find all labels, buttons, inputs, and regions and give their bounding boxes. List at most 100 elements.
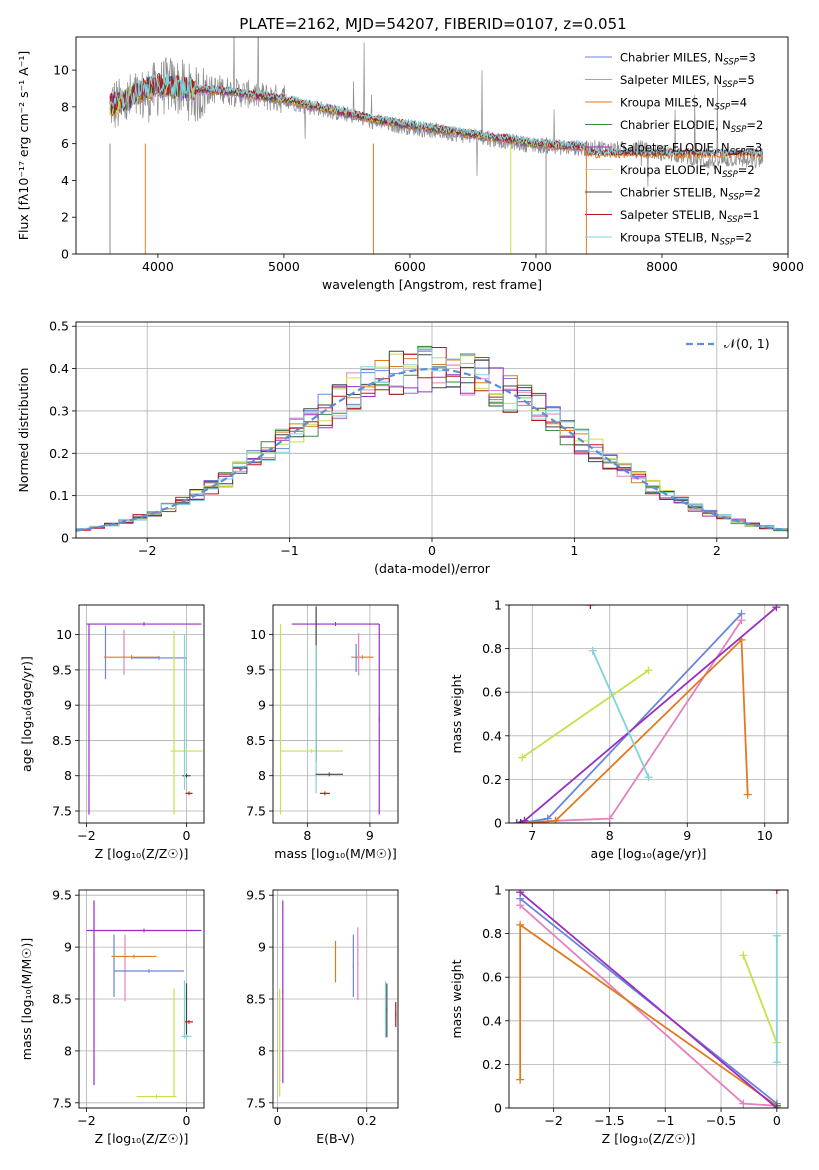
legend-label-sub: SSP [723, 58, 739, 68]
y-tick-label: 2 [61, 210, 69, 225]
legend-label-tail: =2 [738, 163, 755, 177]
weight-marker [516, 890, 525, 897]
x-tick-label: 0 [183, 828, 191, 843]
legend-label-text: Kroupa STELIB, N [620, 231, 720, 245]
y-axis-label: Normed distribution [16, 368, 31, 493]
legend-label-text: Chabrier STELIB, N [620, 186, 728, 200]
weight-marker [516, 1075, 525, 1084]
plot-area [512, 605, 781, 823]
x-tick-label: −2 [138, 543, 156, 558]
x-tick-label: −1 [280, 543, 298, 558]
y-tick-label: 9 [64, 940, 72, 955]
y-tick-label: 8 [64, 768, 72, 783]
y-tick-label: 7.5 [246, 804, 266, 819]
y-tick-label: 7.5 [52, 1095, 72, 1110]
x-axis-label: (data-model)/error [374, 561, 491, 576]
axes-frame [272, 604, 399, 824]
y-tick-label: 7.5 [52, 804, 72, 819]
y-tick-label: 6 [61, 136, 69, 151]
x-tick-label: 0.2 [357, 1113, 377, 1128]
weight-marker [516, 901, 525, 910]
legend-label: Kroupa MILES, NSSP=4 [620, 96, 747, 113]
y-tick-label: 9 [258, 940, 266, 955]
y-tick-label: 10 [56, 627, 72, 642]
x-tick-label: 9 [366, 828, 374, 843]
weight-marker [518, 753, 527, 762]
legend-label: Salpeter STELIB, NSSP=1 [620, 208, 760, 225]
x-tick-label: 9000 [772, 259, 804, 274]
weight-marker [588, 646, 597, 655]
legend-label: Salpeter ELODIE, NSSP=3 [620, 141, 762, 158]
weight-line [521, 669, 650, 759]
y-tick-label: 8.5 [246, 992, 266, 1007]
weight-marker [772, 1104, 781, 1108]
weight-marker [644, 773, 653, 782]
weight-line [520, 619, 743, 823]
legend-label-text: Kroupa MILES, N [620, 96, 715, 110]
x-tick-label: 0 [428, 543, 436, 558]
panel-mass-vs-EBV: 0 0.2 7.5 8 8.5 9 9.5 E(B-V) [246, 888, 399, 1146]
y-tick-label: 10 [53, 63, 69, 78]
x-tick-label: −2 [77, 1113, 95, 1128]
y-axis-label: Flux [fλ10⁻¹⁷ erg cm⁻² s⁻¹ A⁻¹] [16, 51, 31, 240]
weight-marker [772, 605, 781, 612]
figure-title: PLATE=2162, MJD=54207, FIBERID=0107, z=0… [239, 15, 626, 33]
x-tick-label: 6000 [394, 259, 426, 274]
weight-marker [605, 814, 614, 823]
y-tick-label: 0 [61, 531, 69, 546]
legend-label-tail: =2 [746, 118, 763, 132]
y-tick-label: 0.5 [49, 319, 69, 334]
legend-label-sub: SSP [720, 238, 736, 248]
legend-label-sub: SSP [722, 170, 738, 180]
y-axis-label: mass weight [449, 959, 464, 1038]
hist-kroupa-stelib [76, 348, 788, 530]
y-axis-label: mass weight [449, 674, 464, 753]
y-tick-label: 0.8 [482, 926, 502, 941]
y-tick-label: 7.5 [246, 1095, 266, 1110]
y-tick-label: 8 [64, 1043, 72, 1058]
weight-line [742, 955, 778, 1043]
y-tick-label: 0.4 [49, 361, 69, 376]
plot-area [86, 622, 203, 815]
x-tick-label: 8 [303, 828, 311, 843]
legend-label-sub: SSP [722, 80, 738, 90]
x-axis-label: E(B-V) [316, 1131, 355, 1146]
legend-label: Chabrier MILES, NSSP=3 [620, 51, 756, 68]
y-tick-label: 9.5 [52, 662, 72, 677]
axes-frame [508, 604, 789, 824]
x-tick-label: −1 [656, 1113, 674, 1128]
y-tick-label: 0.2 [49, 446, 69, 461]
weight-marker [772, 931, 781, 940]
legend-label-text: Salpeter ELODIE, N [620, 141, 730, 155]
legend-label-tail: =2 [735, 231, 752, 245]
legend-label-tail: =1 [743, 208, 760, 222]
weight-line [591, 650, 650, 778]
legend-label: Kroupa STELIB, NSSP=2 [620, 231, 752, 248]
x-tick-label: 7000 [520, 259, 552, 274]
panel-residuals: −2 −1 0 1 2 0 0.1 0.2 0.3 0.4 0.5 (data-model)/erro… [16, 319, 789, 576]
x-axis-label: age [log₁₀(age/yr)] [591, 846, 707, 861]
y-tick-label: 0.6 [482, 685, 502, 700]
y-tick-label: 10 [250, 627, 266, 642]
weight-line [524, 637, 749, 823]
x-axis-label: Z [log₁₀(Z/Z☉)] [95, 846, 189, 861]
x-tick-label: 0 [273, 1113, 281, 1128]
plot-area [516, 890, 781, 1108]
weight-line [519, 923, 778, 1107]
legend-label-text: Chabrier ELODIE, N [620, 118, 731, 132]
weight-marker [737, 616, 746, 625]
plot-area [279, 900, 397, 1097]
y-tick-label: 0.1 [49, 488, 69, 503]
y-tick-label: 9.5 [246, 662, 266, 677]
y-tick-label: 8.5 [52, 733, 72, 748]
weight-marker [520, 816, 529, 823]
axes-frame [78, 604, 205, 824]
x-tick-label: 5000 [268, 259, 300, 274]
legend-label-text: Chabrier MILES, N [620, 51, 723, 65]
legend-label-tail: =3 [739, 51, 756, 65]
legend-label-sub: SSP [731, 125, 747, 135]
legend-label: Kroupa ELODIE, NSSP=2 [620, 163, 755, 180]
x-tick-label: −0.5 [706, 1113, 736, 1128]
weight-marker [516, 920, 525, 929]
weight-marker [739, 1099, 748, 1108]
